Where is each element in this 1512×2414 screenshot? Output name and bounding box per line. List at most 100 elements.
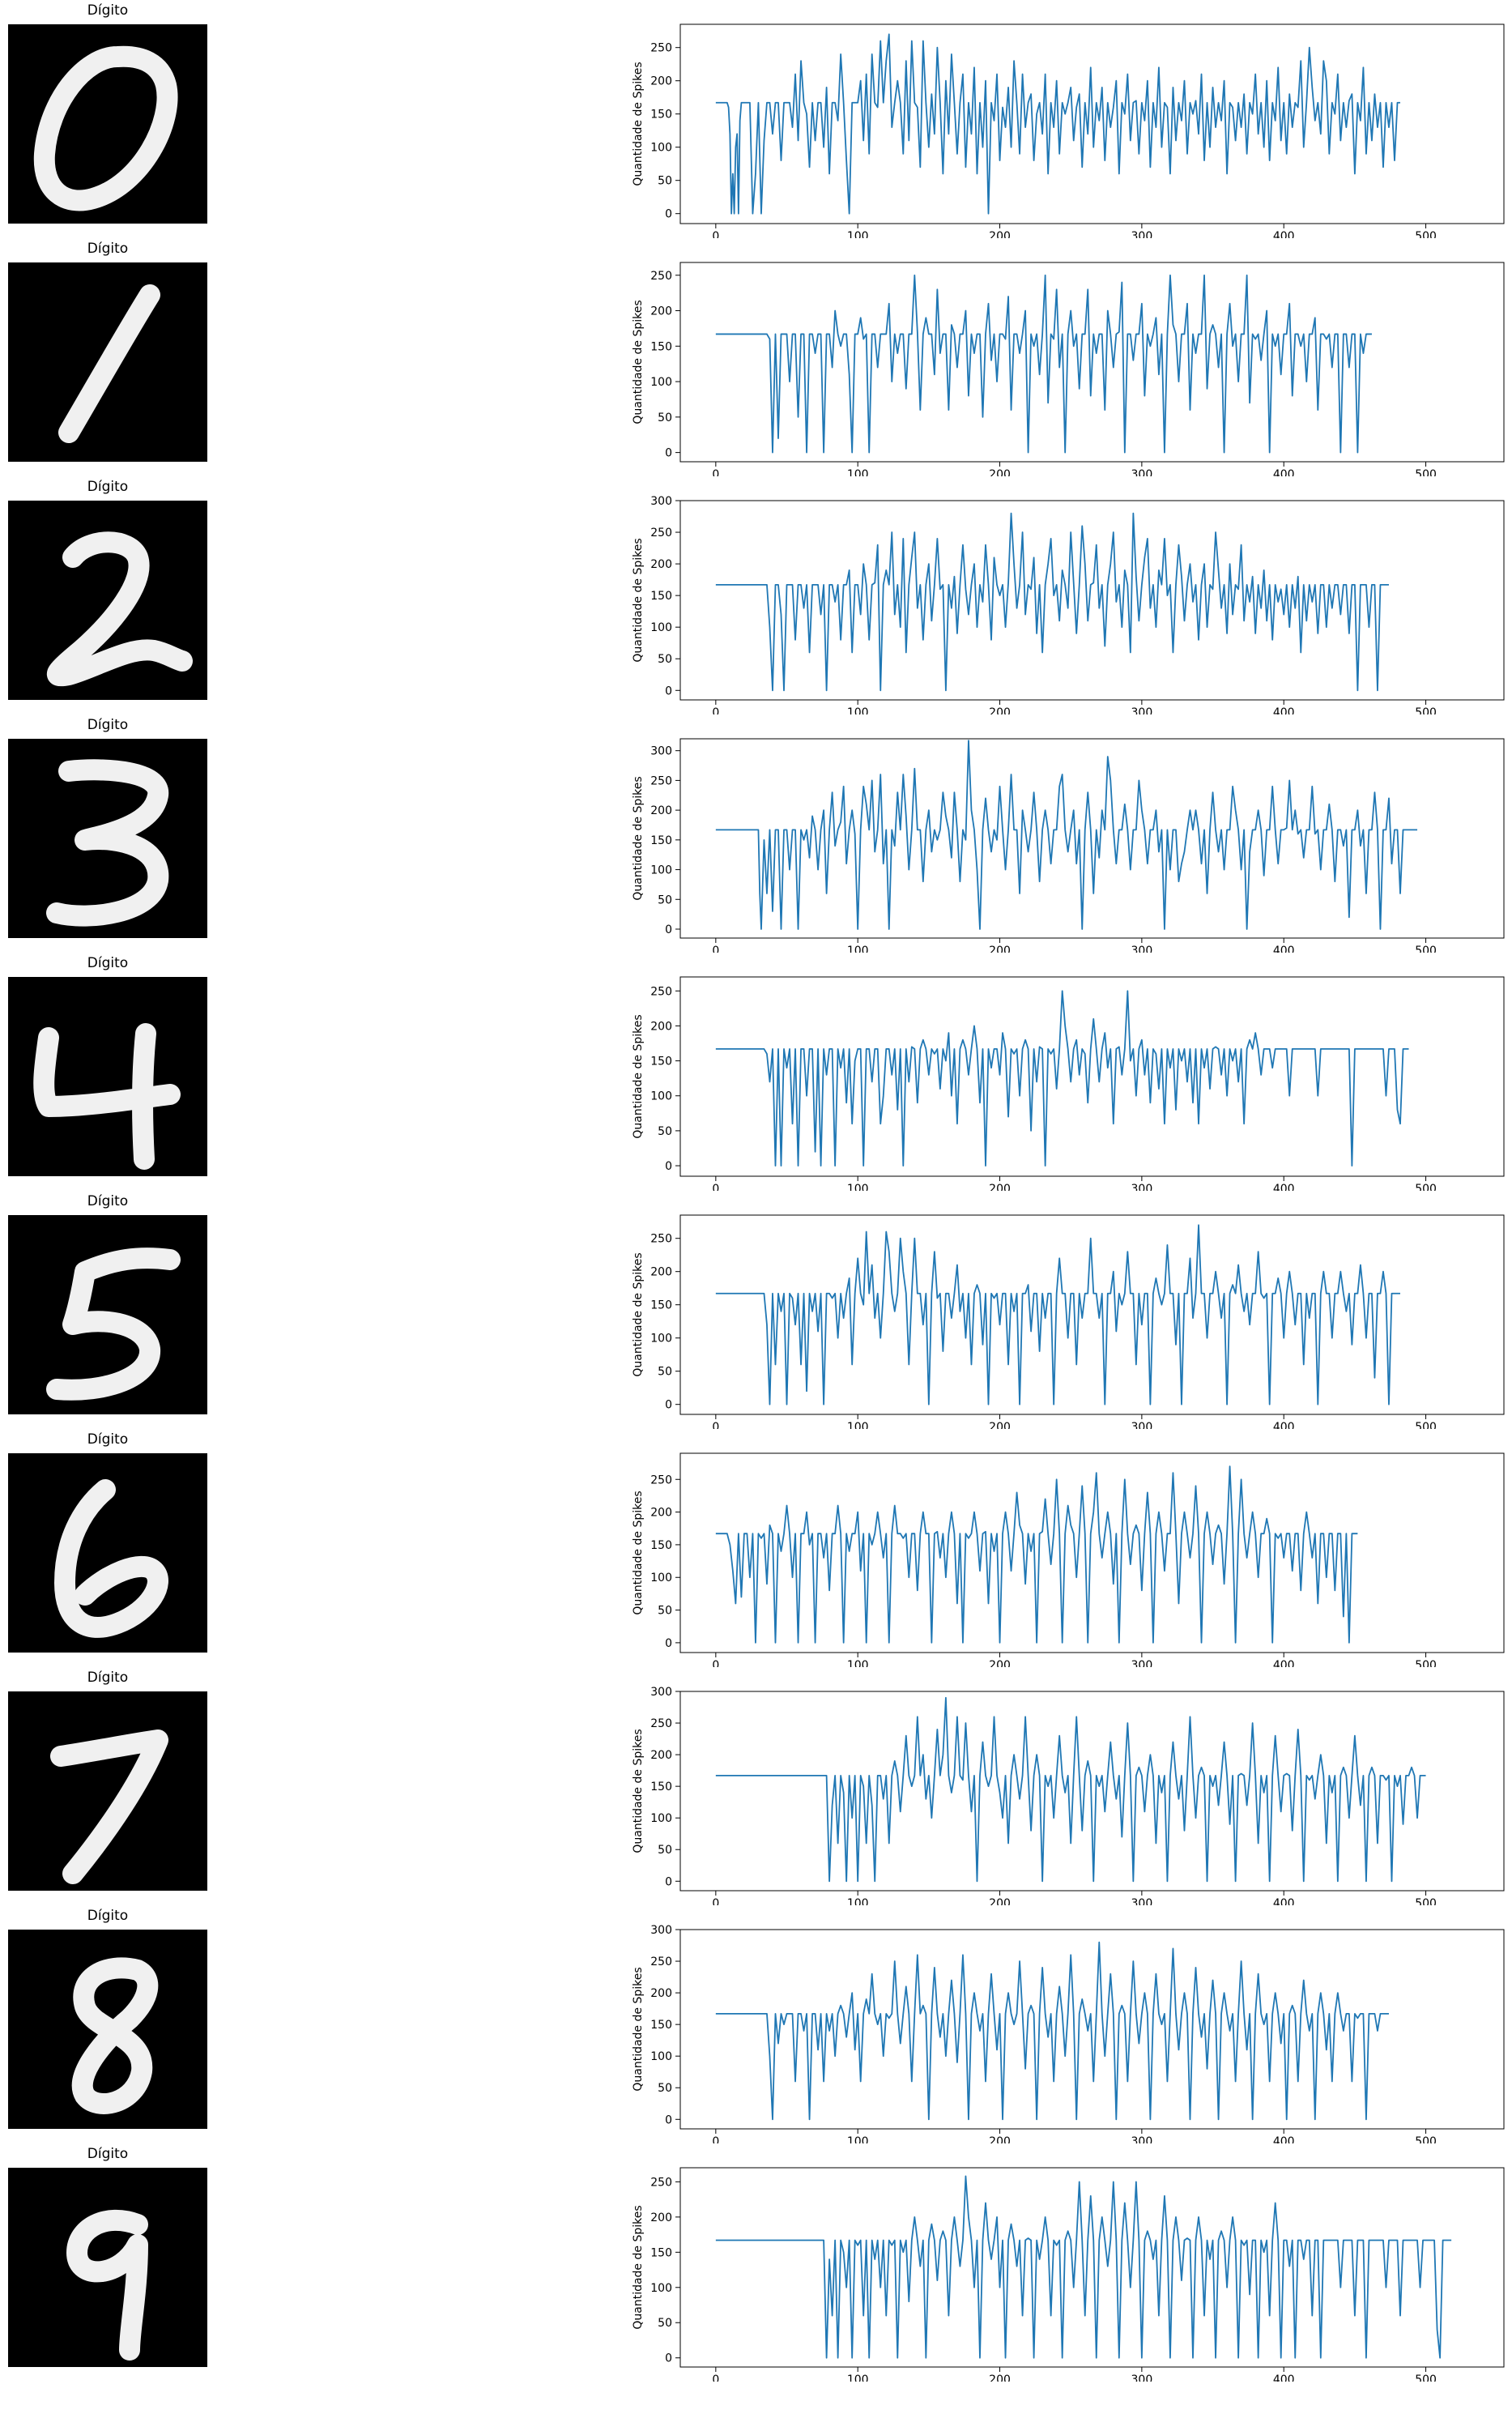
y-tick-label: 50 bbox=[658, 1366, 672, 1379]
x-tick-label: 400 bbox=[1273, 2135, 1295, 2143]
digit-glyph bbox=[33, 45, 178, 211]
plot-frame bbox=[679, 23, 1505, 224]
y-tick-label: 150 bbox=[650, 1781, 672, 1793]
y-tick-label: 250 bbox=[650, 2176, 672, 2189]
y-tick-label: 50 bbox=[658, 1125, 672, 1138]
x-tick-label: 300 bbox=[1131, 1659, 1153, 1667]
x-tick-label: 200 bbox=[989, 230, 1011, 238]
digit-stroke bbox=[46, 1248, 181, 1401]
y-axis-label: Quantidade de Spikes bbox=[632, 1729, 645, 1853]
y-tick-label: 150 bbox=[650, 2019, 672, 2032]
y-tick-label: 250 bbox=[650, 1956, 672, 1968]
y-tick-label: 200 bbox=[650, 804, 672, 817]
spike-series-line bbox=[715, 33, 1400, 215]
x-tick-label: 100 bbox=[847, 2373, 869, 2382]
plot-frame bbox=[679, 1214, 1505, 1415]
x-tick-label: 300 bbox=[1131, 1183, 1153, 1191]
x-tick-label: 200 bbox=[989, 1421, 1011, 1429]
spike-chart-svg: 0100200300400500050100150200250Índice do… bbox=[632, 262, 1505, 476]
plot-frame bbox=[679, 976, 1505, 1177]
y-tick-label: 150 bbox=[650, 590, 672, 603]
x-tick-label: 0 bbox=[712, 2135, 719, 2143]
y-tick-label: 150 bbox=[650, 834, 672, 847]
spike-series-line bbox=[715, 1465, 1358, 1644]
x-tick-label: 0 bbox=[712, 1897, 719, 1905]
spike-chart-svg: 0100200300400500050100150200250Índice do… bbox=[632, 1214, 1505, 1429]
y-tick-label: 200 bbox=[650, 2211, 672, 2224]
x-tick-label: 100 bbox=[847, 1421, 869, 1429]
y-tick-label: 100 bbox=[650, 621, 672, 634]
spike-plot: 0100200300400500050100150200250Índice do… bbox=[632, 0, 1512, 238]
x-tick-label: 200 bbox=[989, 2135, 1011, 2143]
x-tick-label: 200 bbox=[989, 468, 1011, 476]
x-tick-label: 100 bbox=[847, 230, 869, 238]
digit-image bbox=[8, 739, 207, 938]
y-tick-label: 50 bbox=[658, 2317, 672, 2330]
x-tick-label: 300 bbox=[1131, 945, 1153, 953]
x-tick-label: 500 bbox=[1415, 2135, 1437, 2143]
x-tick-label: 400 bbox=[1273, 1421, 1295, 1429]
x-tick-label: 400 bbox=[1273, 1183, 1295, 1191]
digit-title: Dígito bbox=[87, 1431, 129, 1448]
x-tick-label: 200 bbox=[989, 1183, 1011, 1191]
x-tick-label: 300 bbox=[1131, 230, 1153, 238]
x-tick-label: 100 bbox=[847, 2135, 869, 2143]
digit-title: Dígito bbox=[87, 2, 129, 19]
spike-series-line bbox=[715, 2175, 1452, 2359]
y-tick-label: 50 bbox=[658, 2082, 672, 2095]
spike-chart-svg: 0100200300400500050100150200250300Índice… bbox=[632, 738, 1505, 953]
digit-stroke bbox=[58, 284, 160, 443]
digit-image bbox=[8, 1691, 207, 1891]
x-tick-label: 0 bbox=[712, 706, 719, 714]
y-tick-label: 150 bbox=[650, 2246, 672, 2259]
plot-frame bbox=[679, 262, 1505, 463]
x-tick-label: 500 bbox=[1415, 2373, 1437, 2382]
digit-title: Dígito bbox=[87, 1908, 129, 1924]
y-tick-label: 50 bbox=[658, 412, 672, 424]
y-tick-label: 250 bbox=[650, 270, 672, 283]
digit-image bbox=[8, 1453, 207, 1653]
digit-glyph bbox=[46, 1248, 181, 1401]
digit-image bbox=[8, 501, 207, 700]
y-tick-label: 50 bbox=[658, 1844, 672, 1857]
y-tick-label: 150 bbox=[650, 1539, 672, 1552]
y-axis-label: Quantidade de Spikes bbox=[632, 2205, 645, 2329]
x-tick-label: 500 bbox=[1415, 1897, 1437, 1905]
digit-title: Dígito bbox=[87, 2146, 129, 2162]
digit-title: Dígito bbox=[87, 955, 129, 971]
y-tick-label: 250 bbox=[650, 42, 672, 55]
y-tick-label: 200 bbox=[650, 1987, 672, 2000]
x-tick-label: 200 bbox=[989, 706, 1011, 714]
digit-title: Dígito bbox=[87, 241, 129, 257]
y-tick-label: 150 bbox=[650, 1056, 672, 1068]
y-tick-label: 0 bbox=[665, 2113, 672, 2126]
digit-image bbox=[8, 1215, 207, 1414]
panel-row: Dígito0100200300400500050100150200250Índ… bbox=[0, 2143, 1512, 2382]
x-tick-label: 0 bbox=[712, 1183, 719, 1191]
panel-row: Dígito0100200300400500050100150200250Índ… bbox=[0, 238, 1512, 476]
y-tick-label: 50 bbox=[658, 894, 672, 906]
y-tick-label: 50 bbox=[658, 653, 672, 666]
y-tick-label: 0 bbox=[665, 208, 672, 221]
digit-stroke bbox=[131, 1023, 156, 1170]
x-tick-label: 400 bbox=[1273, 1897, 1295, 1905]
spike-series-line bbox=[715, 990, 1409, 1166]
plot-frame bbox=[679, 500, 1505, 701]
x-tick-label: 200 bbox=[989, 1897, 1011, 1905]
y-axis-label: Quantidade de Spikes bbox=[632, 62, 645, 186]
x-tick-label: 400 bbox=[1273, 945, 1295, 953]
spike-series-line bbox=[715, 274, 1372, 454]
x-tick-label: 500 bbox=[1415, 468, 1437, 476]
x-tick-label: 300 bbox=[1131, 468, 1153, 476]
x-tick-label: 300 bbox=[1131, 1421, 1153, 1429]
plot-frame bbox=[679, 1452, 1505, 1653]
spike-plot: 0100200300400500050100150200250Índice do… bbox=[632, 1429, 1512, 1667]
y-axis-label: Quantidade de Spikes bbox=[632, 1967, 645, 2091]
x-tick-label: 100 bbox=[847, 1183, 869, 1191]
digit-image bbox=[8, 977, 207, 1176]
y-tick-label: 250 bbox=[650, 985, 672, 998]
y-tick-label: 100 bbox=[650, 1333, 672, 1346]
y-tick-label: 200 bbox=[650, 1507, 672, 1520]
y-tick-label: 200 bbox=[650, 558, 672, 571]
digit-glyph bbox=[46, 759, 169, 927]
